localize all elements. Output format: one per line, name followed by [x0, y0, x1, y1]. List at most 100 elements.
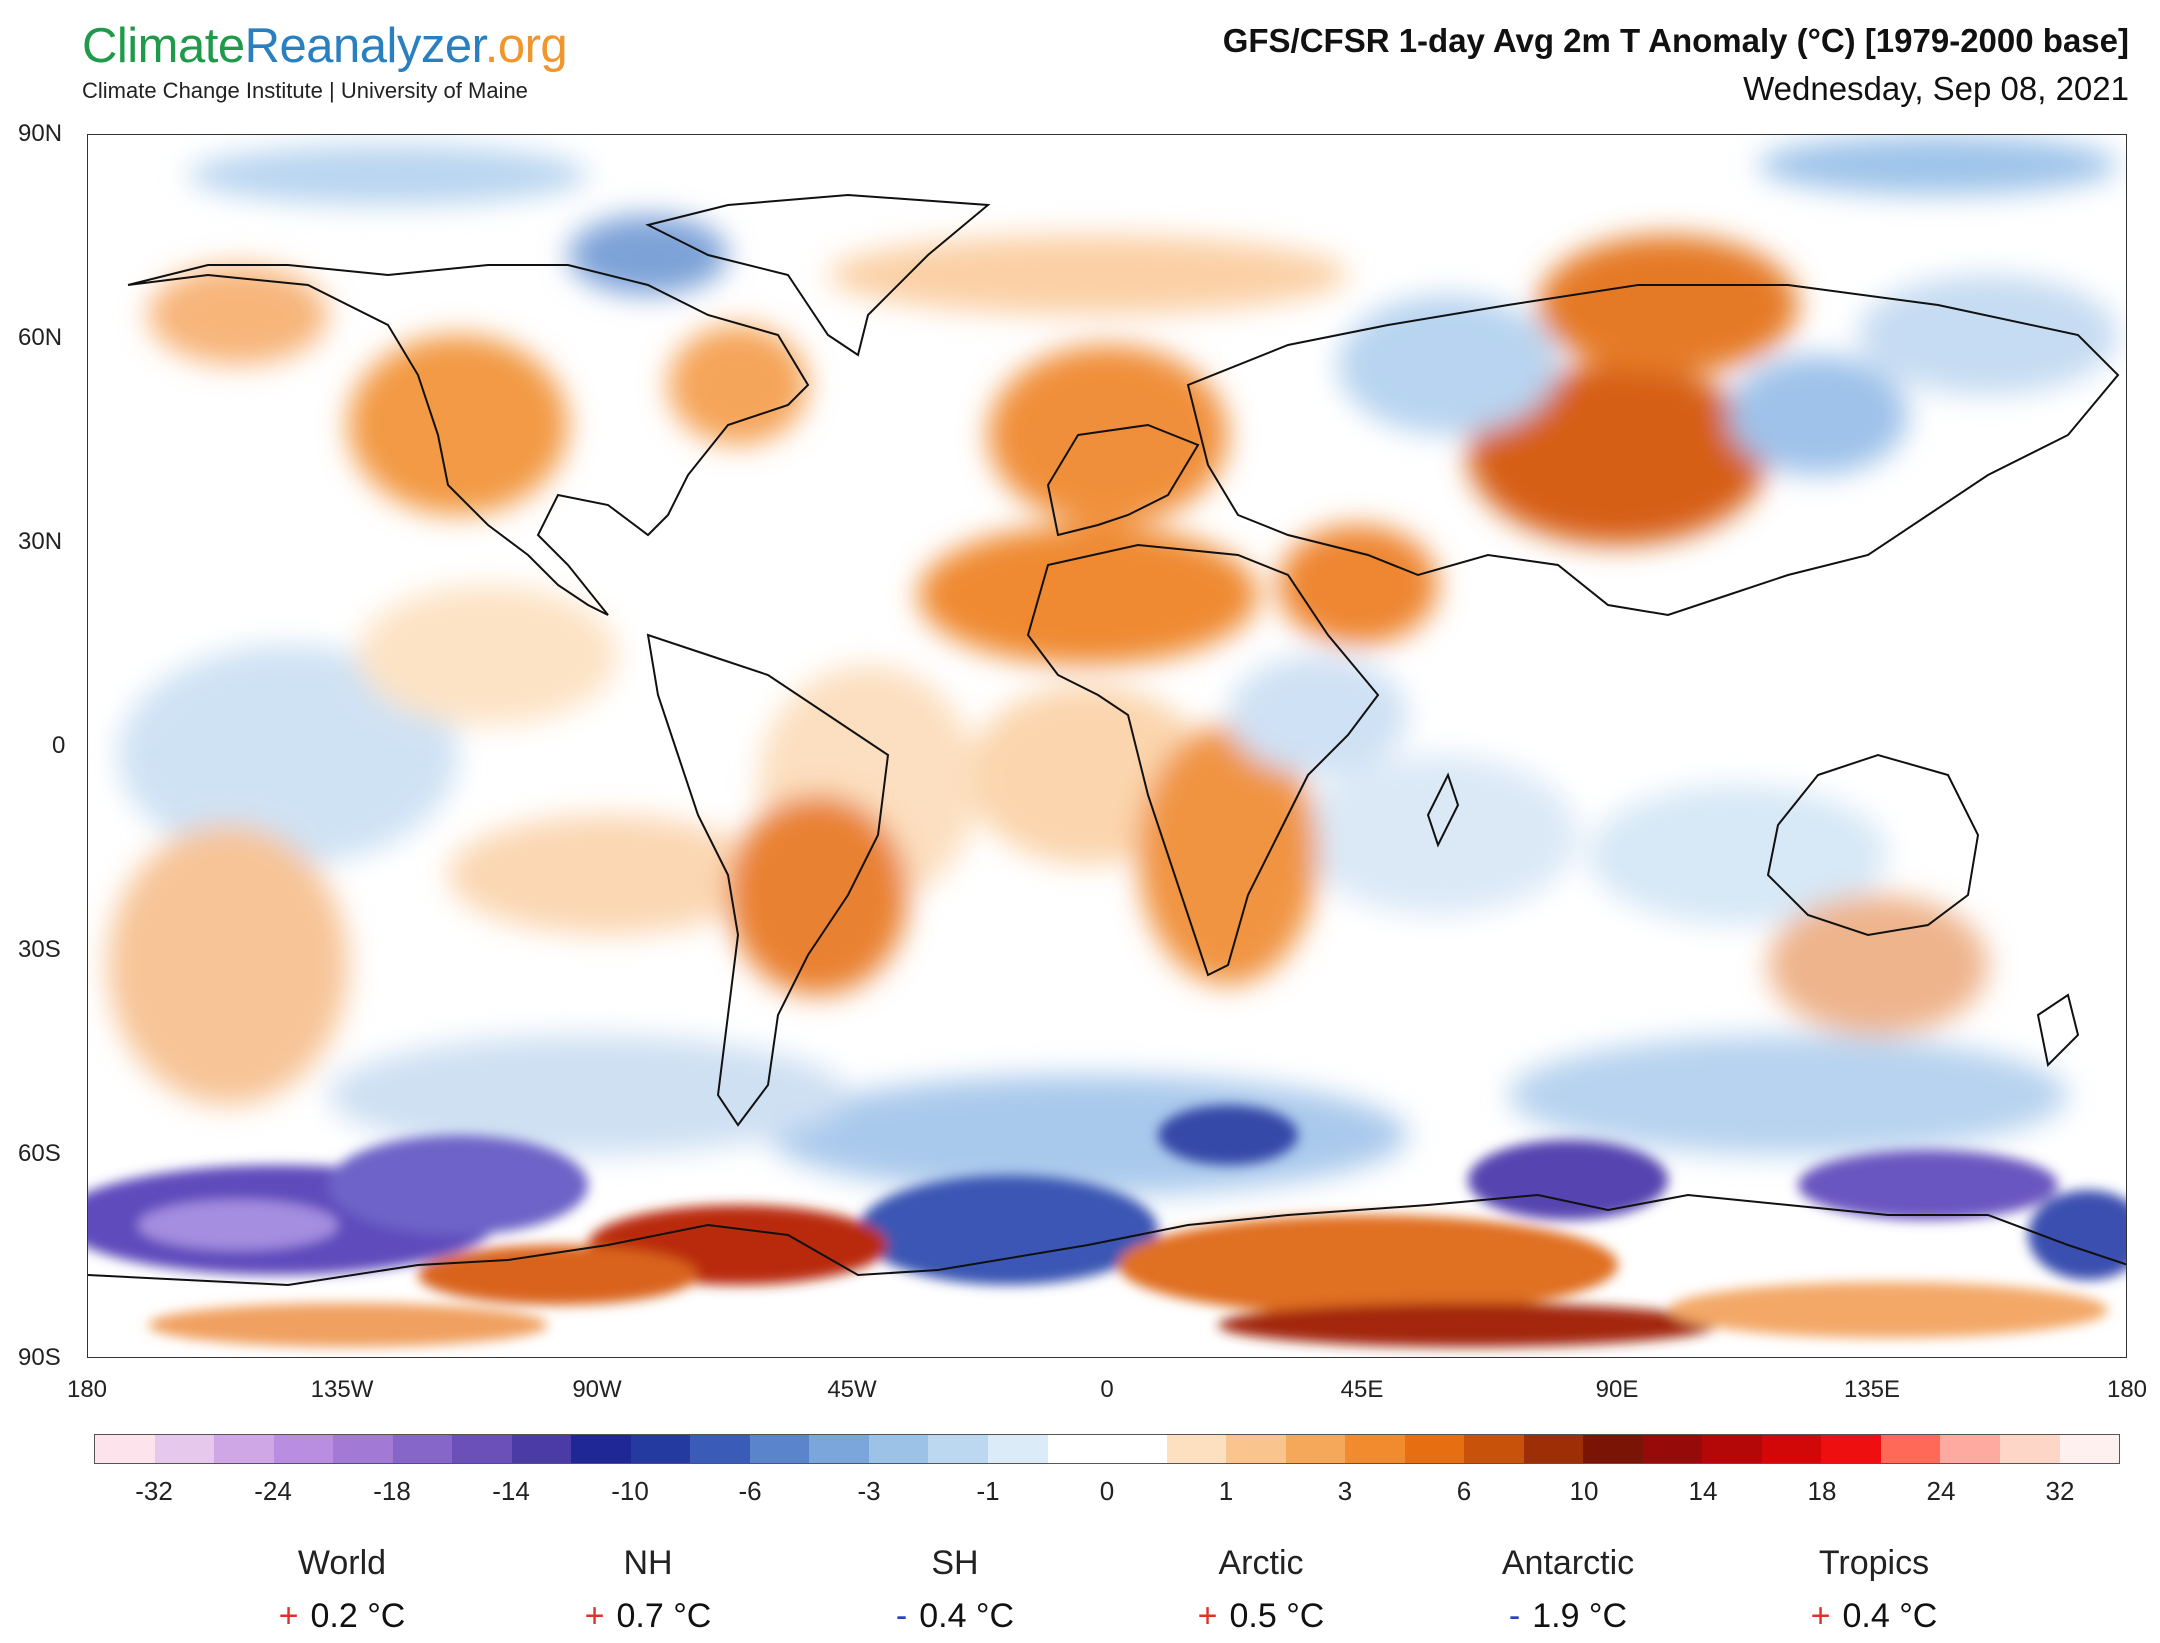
colorbar-swatch — [2059, 1435, 2120, 1463]
colorbar-swatch — [1940, 1435, 2000, 1463]
lat-label-90s: 90S — [18, 1344, 61, 1371]
stat-sign: + — [1197, 1597, 1218, 1635]
stat-number: 1.9 °C — [1532, 1597, 1628, 1635]
lat-label-60s: 60S — [18, 1140, 61, 1167]
stat-value: +0.7 °C — [523, 1597, 773, 1636]
lon-label-90w: 90W — [572, 1376, 622, 1403]
coastlines — [88, 193, 2126, 1287]
stat-value: +0.4 °C — [1749, 1597, 1999, 1636]
lon-label-135e: 135E — [1843, 1376, 1901, 1403]
anomaly-map-canvas — [88, 135, 2126, 1357]
lon-label-45w: 45W — [827, 1376, 877, 1403]
colorbar-swatch — [273, 1435, 334, 1463]
colorbar-swatch — [809, 1435, 869, 1463]
colorbar-swatch — [928, 1435, 988, 1463]
colorbar-swatch — [1761, 1435, 1822, 1463]
logo-part-reanalyzer: Reanalyzer — [244, 19, 486, 73]
stat-name: Tropics — [1818, 1544, 1930, 1582]
colorbar-swatch — [987, 1435, 1048, 1463]
stat-value: -0.4 °C — [830, 1597, 1080, 1636]
lat-label-30s: 30S — [18, 936, 61, 963]
colorbar-label: 24 — [1926, 1476, 1956, 1506]
colorbar-swatch — [690, 1435, 750, 1463]
stat-number: 0.5 °C — [1229, 1597, 1325, 1635]
colorbar-label: -18 — [373, 1476, 411, 1506]
stat-world: World +0.2 °C — [217, 1544, 467, 1636]
stat-value: +0.2 °C — [217, 1597, 467, 1636]
colorbar-swatch — [1821, 1435, 1881, 1463]
colorbar-label: -24 — [254, 1476, 292, 1506]
colorbar-swatch — [333, 1435, 393, 1463]
stat-sign: + — [584, 1597, 605, 1635]
colorbar-label: 10 — [1569, 1476, 1599, 1506]
map-title-block: GFS/CFSR 1-day Avg 2m T Anomaly (°C) [19… — [1223, 22, 2129, 108]
lon-label-90e: 90E — [1595, 1376, 1639, 1403]
colorbar-label: 3 — [1337, 1476, 1353, 1506]
stat-number: 0.2 °C — [310, 1597, 406, 1635]
stat-name: World — [297, 1544, 387, 1582]
colorbar-label: 6 — [1456, 1476, 1472, 1506]
logo-text: ClimateReanalyzer.org — [82, 18, 568, 74]
colorbar-swatch — [1047, 1435, 1108, 1463]
stat-number: 0.4 °C — [1842, 1597, 1938, 1635]
colorbar-swatch — [1404, 1435, 1465, 1463]
colorbar-swatch — [392, 1435, 453, 1463]
stat-arctic: Arctic +0.5 °C — [1136, 1544, 1386, 1636]
logo: ClimateReanalyzer.org Climate Change Ins… — [82, 18, 568, 104]
lat-label-60n: 60N — [18, 324, 63, 351]
colorbar-label: 14 — [1688, 1476, 1718, 1506]
colorbar-label: 32 — [2045, 1476, 2075, 1506]
lat-label-0: 0 — [52, 732, 66, 759]
lon-label-135w: 135W — [310, 1376, 374, 1403]
colorbar-swatch — [571, 1435, 631, 1463]
stat-name: Arctic — [1218, 1544, 1304, 1582]
colorbar-swatch — [1523, 1435, 1584, 1463]
colorbar-label: 0 — [1099, 1476, 1115, 1506]
colorbar-label: -1 — [976, 1476, 1000, 1506]
lat-label-90n: 90N — [18, 120, 63, 147]
logo-part-org: .org — [484, 19, 568, 73]
stat-sign: - — [895, 1597, 908, 1635]
lat-label-30n: 30N — [18, 528, 63, 555]
colorbar-swatch — [1107, 1435, 1167, 1463]
colorbar-label: 18 — [1807, 1476, 1837, 1506]
stat-sign: + — [278, 1597, 299, 1635]
map-title: GFS/CFSR 1-day Avg 2m T Anomaly (°C) [19… — [1222, 22, 2129, 59]
stat-number: 0.4 °C — [919, 1597, 1015, 1635]
map-date: Wednesday, Sep 08, 2021 — [1743, 70, 2129, 107]
colorbar-swatch — [1464, 1435, 1524, 1463]
colorbar-swatch — [95, 1435, 155, 1463]
colorbar-swatch — [868, 1435, 929, 1463]
colorbar-swatch — [1702, 1435, 1762, 1463]
lon-label-180w: 180 — [66, 1376, 108, 1403]
colorbar-label: -14 — [492, 1476, 530, 1506]
stat-sign: + — [1810, 1597, 1831, 1635]
stat-number: 0.7 °C — [616, 1597, 712, 1635]
colorbar-label: -32 — [135, 1476, 173, 1506]
colorbar-swatch — [1642, 1435, 1703, 1463]
stat-tropics: Tropics +0.4 °C — [1749, 1544, 1999, 1636]
stat-value: +0.5 °C — [1136, 1597, 1386, 1636]
colorbar-swatch — [630, 1435, 691, 1463]
stat-antarctic: Antarctic -1.9 °C — [1443, 1544, 1693, 1636]
stat-sign: - — [1508, 1597, 1521, 1635]
colorbar-swatch — [1880, 1435, 1941, 1463]
lon-label-45e: 45E — [1340, 1376, 1384, 1403]
colorbar-swatch — [1166, 1435, 1227, 1463]
colorbar-label: -10 — [611, 1476, 649, 1506]
anomaly-map[interactable] — [87, 134, 2127, 1358]
logo-part-climate: Climate — [82, 19, 245, 73]
colorbar-swatch — [511, 1435, 572, 1463]
colorbar-label: -6 — [738, 1476, 762, 1506]
stat-name: SH — [931, 1544, 979, 1582]
colorbar-swatch — [2000, 1435, 2060, 1463]
colorbar-swatch — [154, 1435, 215, 1463]
colorbar-swatch — [1285, 1435, 1346, 1463]
lon-label-180e: 180 — [2106, 1376, 2148, 1403]
lon-label-0: 0 — [1100, 1376, 1114, 1403]
colorbar-swatch — [1583, 1435, 1643, 1463]
colorbar-swatch — [1226, 1435, 1286, 1463]
colorbar-swatch — [452, 1435, 512, 1463]
stat-name: Antarctic — [1501, 1544, 1635, 1582]
colorbar-swatch — [1345, 1435, 1405, 1463]
